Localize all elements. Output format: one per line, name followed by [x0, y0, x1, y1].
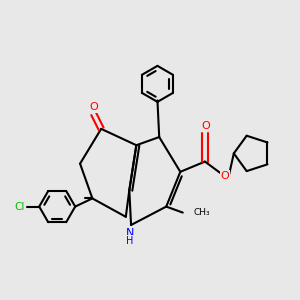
Text: O: O — [89, 102, 98, 112]
Text: O: O — [220, 171, 229, 181]
Text: N: N — [125, 228, 134, 239]
Text: CH₃: CH₃ — [193, 208, 210, 217]
Text: H: H — [126, 236, 133, 246]
Text: O: O — [201, 122, 210, 131]
Text: Cl: Cl — [14, 202, 25, 212]
